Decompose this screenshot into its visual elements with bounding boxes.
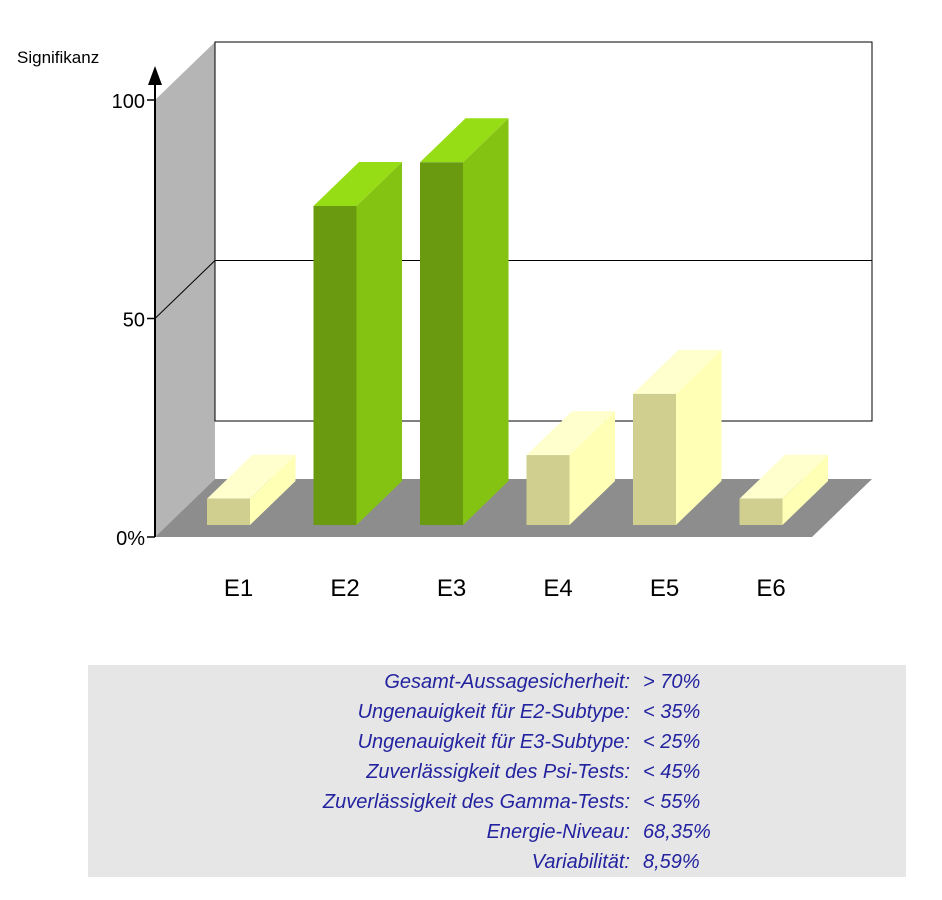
stat-value: < 45% — [643, 761, 701, 783]
x-tick-label: E2 — [330, 575, 359, 602]
bar-front — [207, 498, 250, 525]
bars-group — [207, 118, 829, 526]
bar-top — [526, 411, 616, 456]
stat-row: Zuverlässigkeit des Gamma-Tests: < 55% — [88, 787, 906, 817]
bar-front — [633, 393, 676, 525]
stat-row: Zuverlässigkeit des Psi-Tests: < 45% — [88, 757, 906, 787]
stat-label: Ungenauigkeit für E3-Subtype: — [357, 731, 630, 753]
bar-front — [420, 162, 463, 526]
stat-label: Zuverlässigkeit des Gamma-Tests: — [322, 791, 630, 813]
bar-e5 — [633, 349, 722, 525]
axis-labels: 0% 50 100 Signifikanz E1 E2 E3 E4 E5 E6 — [17, 48, 786, 602]
x-tick-label: E5 — [650, 575, 679, 602]
bar-side — [569, 411, 616, 525]
bar-side — [250, 454, 296, 525]
stat-label: Ungenauigkeit für E2-Subtype: — [357, 701, 630, 723]
y-tick-label: 0% — [116, 528, 145, 550]
y-tick-label: 100 — [112, 91, 145, 113]
y-axis-arrow — [148, 66, 162, 85]
y-tick-label: 50 — [123, 310, 145, 332]
gridline-diagonal — [154, 260, 216, 319]
stat-value: < 55% — [643, 791, 701, 813]
stat-label: Energie-Niveau: — [486, 821, 630, 843]
bar-front — [739, 498, 783, 525]
bar-chart: 0% 50 100 Signifikanz E1 E2 E3 E4 E5 E6 — [17, 41, 873, 602]
back-wall-border — [214, 41, 873, 422]
stat-row: Ungenauigkeit für E2-Subtype: < 35% — [88, 697, 906, 727]
bar-side — [782, 454, 829, 525]
bar-side — [356, 161, 403, 526]
statistics-panel: Gesamt-Aussagesicherheit: > 70% Ungenaui… — [88, 665, 906, 877]
bar-top — [420, 118, 509, 163]
y-axis-label: Signifikanz — [17, 48, 99, 67]
stat-row: Variabilität: 8,59% — [88, 847, 906, 877]
bar-e6 — [739, 454, 829, 525]
stat-label: Zuverlässigkeit des Psi-Tests: — [366, 761, 630, 783]
stat-row: Ungenauigkeit für E3-Subtype: < 25% — [88, 727, 906, 757]
stat-value: > 70% — [643, 671, 701, 693]
stat-value: 8,59% — [643, 851, 700, 873]
bar-e3 — [420, 118, 509, 526]
x-tick-label: E1 — [224, 575, 253, 602]
bar-e1 — [207, 454, 296, 525]
bar-side — [463, 118, 509, 525]
bar-top — [739, 454, 829, 499]
stat-label: Gesamt-Aussagesicherheit: — [384, 671, 630, 693]
bar-front — [313, 205, 357, 526]
y-axis — [147, 66, 162, 538]
stat-row: Gesamt-Aussagesicherheit: > 70% — [88, 667, 906, 697]
stat-row: Energie-Niveau: 68,35% — [88, 817, 906, 847]
stat-value: < 25% — [643, 731, 701, 753]
bar-top — [313, 161, 403, 206]
bar-e2 — [313, 161, 403, 526]
x-tick-label: E3 — [437, 575, 466, 602]
stat-value: < 35% — [643, 701, 701, 723]
bar-front — [526, 455, 570, 525]
x-tick-label: E4 — [543, 575, 572, 602]
x-tick-label: E6 — [756, 575, 785, 602]
stat-label: Variabilität: — [531, 851, 630, 873]
bar-side — [676, 349, 722, 525]
bar-top — [207, 454, 296, 499]
bar-e4 — [526, 411, 616, 525]
bar-top — [633, 349, 722, 394]
stat-value: 68,35% — [643, 821, 711, 843]
